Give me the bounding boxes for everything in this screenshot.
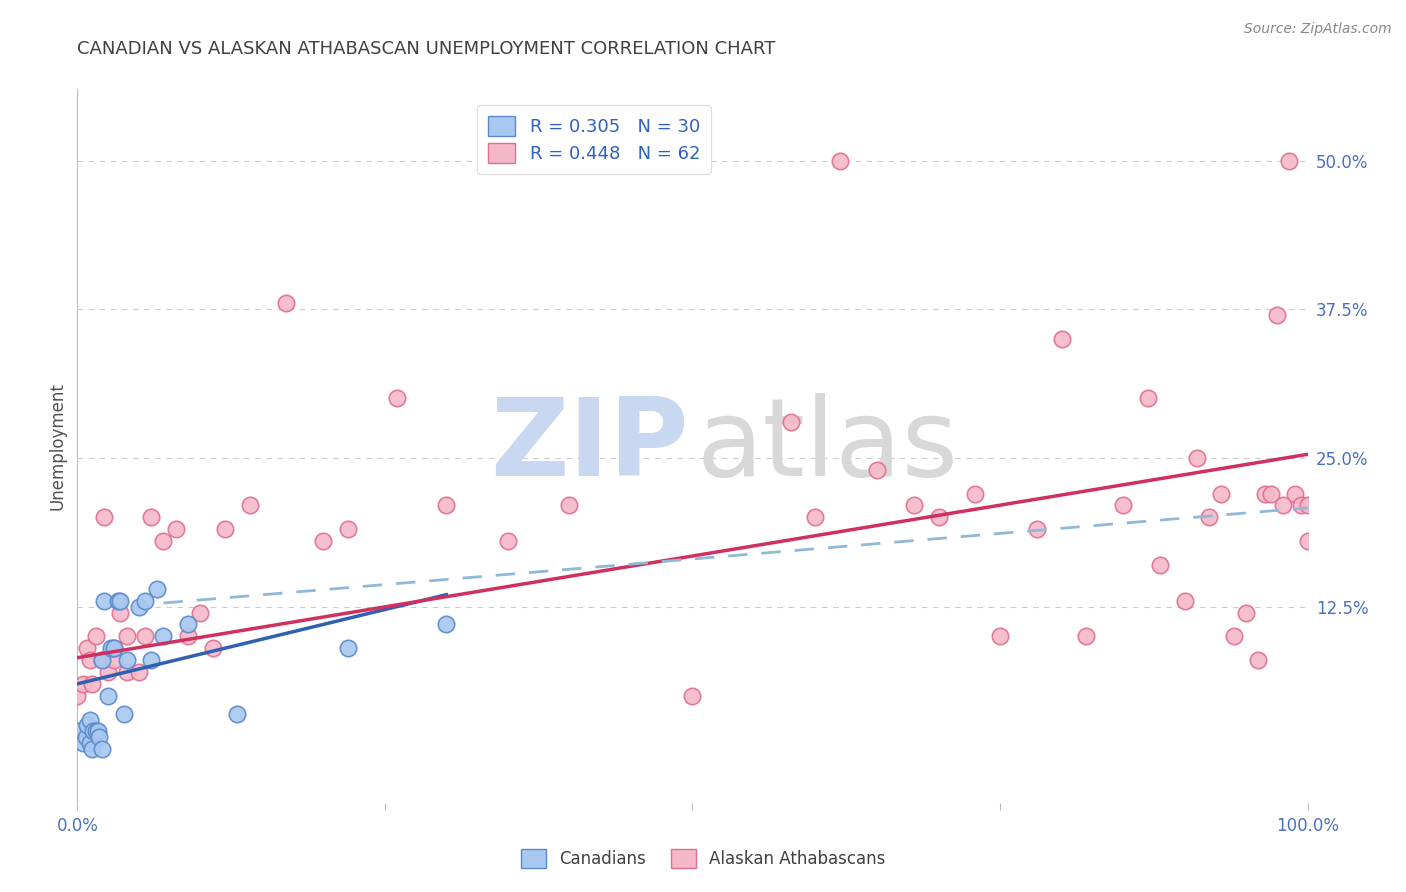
Point	[1174, 593, 1197, 607]
Legend: Canadians, Alaskan Athabascans: Canadians, Alaskan Athabascans	[515, 843, 891, 875]
Point	[337, 641, 360, 656]
Point	[1112, 499, 1135, 513]
Point	[1296, 499, 1319, 513]
Point	[128, 599, 150, 614]
Point	[84, 629, 107, 643]
Point	[190, 606, 212, 620]
Point	[90, 653, 114, 667]
Point	[103, 641, 125, 656]
Point	[66, 724, 89, 739]
Point	[1050, 332, 1073, 346]
Y-axis label: Unemployment: Unemployment	[48, 382, 66, 510]
Point	[128, 665, 150, 679]
Point	[928, 510, 950, 524]
Point	[682, 689, 704, 703]
Point	[436, 499, 458, 513]
Point	[436, 617, 458, 632]
Point	[1260, 486, 1282, 500]
Point	[1149, 558, 1171, 572]
Point	[89, 731, 111, 745]
Point	[84, 724, 107, 739]
Point	[239, 499, 262, 513]
Point	[97, 689, 120, 703]
Point	[76, 641, 98, 656]
Point	[1211, 486, 1233, 500]
Point	[1076, 629, 1098, 643]
Point	[93, 593, 115, 607]
Point	[115, 653, 138, 667]
Point	[387, 392, 409, 406]
Point	[1247, 653, 1270, 667]
Text: ZIP: ZIP	[491, 393, 689, 499]
Point	[115, 629, 138, 643]
Point	[1198, 510, 1220, 524]
Point	[90, 653, 114, 667]
Point	[72, 677, 94, 691]
Point	[1272, 499, 1295, 513]
Point	[72, 736, 94, 750]
Point	[79, 736, 101, 750]
Point	[1234, 606, 1257, 620]
Point	[1284, 486, 1306, 500]
Point	[312, 534, 335, 549]
Point	[79, 653, 101, 667]
Point	[87, 724, 110, 739]
Point	[90, 742, 114, 756]
Point	[780, 415, 803, 429]
Point	[226, 706, 249, 721]
Point	[93, 510, 115, 524]
Point	[66, 689, 89, 703]
Point	[903, 499, 925, 513]
Point	[79, 713, 101, 727]
Point	[177, 617, 200, 632]
Point	[1296, 534, 1319, 549]
Point	[988, 629, 1011, 643]
Point	[76, 718, 98, 732]
Point	[134, 593, 156, 607]
Point	[82, 677, 104, 691]
Text: Source: ZipAtlas.com: Source: ZipAtlas.com	[1244, 22, 1392, 37]
Point	[1253, 486, 1275, 500]
Point	[1136, 392, 1159, 406]
Point	[75, 731, 97, 745]
Point	[830, 153, 852, 168]
Point	[103, 641, 125, 656]
Point	[214, 522, 236, 536]
Point	[103, 653, 125, 667]
Point	[201, 641, 224, 656]
Point	[134, 629, 156, 643]
Point	[1291, 499, 1313, 513]
Point	[276, 296, 298, 310]
Point	[804, 510, 827, 524]
Point	[152, 629, 174, 643]
Point	[1278, 153, 1301, 168]
Point	[1223, 629, 1246, 643]
Point	[110, 593, 132, 607]
Point	[152, 534, 174, 549]
Point	[97, 665, 120, 679]
Point	[1026, 522, 1049, 536]
Text: atlas: atlas	[696, 393, 957, 499]
Point	[146, 582, 169, 596]
Point	[115, 665, 138, 679]
Legend: R = 0.305   N = 30, R = 0.448   N = 62: R = 0.305 N = 30, R = 0.448 N = 62	[477, 105, 711, 174]
Point	[1185, 450, 1208, 465]
Point	[141, 653, 163, 667]
Point	[110, 606, 132, 620]
Point	[107, 593, 129, 607]
Point	[337, 522, 360, 536]
Point	[141, 510, 163, 524]
Text: CANADIAN VS ALASKAN ATHABASCAN UNEMPLOYMENT CORRELATION CHART: CANADIAN VS ALASKAN ATHABASCAN UNEMPLOYM…	[77, 40, 776, 58]
Point	[177, 629, 200, 643]
Point	[82, 724, 104, 739]
Point	[965, 486, 987, 500]
Point	[165, 522, 187, 536]
Point	[112, 706, 135, 721]
Point	[100, 641, 122, 656]
Point	[558, 499, 581, 513]
Point	[866, 463, 889, 477]
Point	[82, 742, 104, 756]
Point	[496, 534, 519, 549]
Point	[1265, 308, 1288, 322]
